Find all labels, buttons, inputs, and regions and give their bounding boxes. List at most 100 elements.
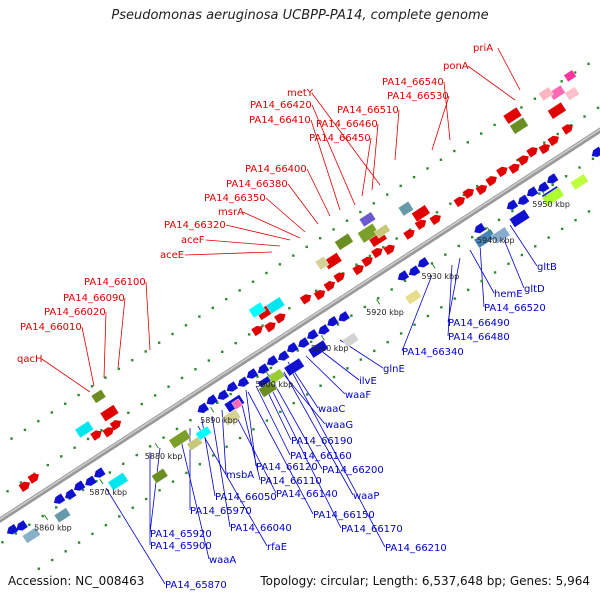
gene-label-red: metY (287, 88, 314, 99)
track-dot (318, 236, 322, 240)
track-dot (336, 323, 340, 326)
track-dot (591, 157, 595, 160)
track-dot (480, 279, 483, 283)
track-dot (278, 263, 282, 266)
track-dot (23, 428, 27, 432)
gene-category-block (267, 368, 285, 385)
track-dot (185, 471, 188, 475)
red-label-connector (103, 311, 107, 379)
track-dot (547, 236, 550, 239)
forward-gene-arrow (462, 188, 474, 199)
track-dot (497, 218, 501, 221)
gene-category-block (374, 223, 391, 239)
forward-gene-arrow (538, 144, 550, 155)
gene-label-red: PA14_66410 (249, 115, 311, 126)
track-dot (86, 437, 90, 441)
scale-tick-label: 5940 kbp (477, 236, 515, 245)
track-dot (449, 202, 452, 205)
reverse-gene-arrow (298, 337, 310, 348)
red-label-connector (81, 326, 95, 387)
track-dot (140, 402, 143, 406)
reverse-gene-arrow (257, 363, 270, 374)
gene-label-red: aceF (181, 235, 205, 246)
gene-category-block (548, 84, 566, 101)
track-dot (256, 375, 259, 378)
track-dot (476, 185, 479, 188)
scale-tick-label: 5920 kbp (366, 308, 404, 317)
track-dot (470, 236, 474, 239)
red-label-connector (306, 168, 331, 217)
gene-label-blue: waaF (345, 390, 371, 401)
track-dot (516, 158, 519, 162)
track-dot (64, 550, 67, 553)
forward-gene-block (547, 101, 567, 120)
gene-label-blue: PA14_65870 (165, 580, 227, 591)
track-dot (50, 411, 53, 414)
track-dot (14, 532, 18, 535)
gene-label-red: PA14_66090 (63, 293, 125, 304)
reverse-gene-arrow (474, 222, 486, 234)
red-label-connector (431, 95, 450, 151)
track-dot (10, 437, 13, 440)
track-dot (386, 193, 389, 196)
track-dot (520, 253, 524, 257)
forward-gene-arrow (517, 155, 529, 166)
forward-gene-arrow (102, 427, 114, 438)
track-dot (1, 541, 4, 544)
gene-label-red: PA14_66320 (164, 220, 226, 231)
track-dot (180, 376, 184, 380)
track-dot (440, 306, 443, 309)
backbone-line (0, 127, 600, 523)
track-dot (194, 368, 197, 371)
track-dot (37, 419, 40, 423)
gene-label-blue: hemE (494, 289, 523, 300)
track-dot (462, 193, 465, 197)
red-label-connector (41, 358, 91, 393)
gene-category-block (404, 289, 422, 305)
track-dot (162, 436, 165, 439)
scale-tick-label: 5870 kbp (89, 488, 127, 497)
reverse-gene-block (508, 209, 531, 228)
gene-label-blue: PA14_66110 (260, 476, 322, 487)
forward-gene-arrow (299, 294, 312, 305)
forward-gene-arrow (109, 420, 122, 431)
track-dot (507, 262, 510, 265)
gene-label-red: PA14_66460 (316, 119, 378, 130)
scale-tick-mark (265, 370, 270, 377)
reverse-gene-arrow (307, 329, 319, 340)
gene-category-block (569, 173, 589, 191)
track-dot (382, 246, 385, 249)
gene-label-blue: waaP (353, 491, 379, 502)
scale-tick-label: 5910 kbp (311, 344, 349, 353)
track-dot (493, 123, 496, 127)
track-dot (560, 227, 564, 231)
track-dot (578, 166, 581, 169)
track-dot (60, 455, 63, 458)
track-dot (319, 384, 322, 387)
track-dot (493, 271, 497, 274)
track-dot (265, 419, 269, 422)
gene-label-blue: PA14_66340 (402, 347, 464, 358)
track-dot (573, 71, 577, 74)
track-dot (265, 271, 268, 275)
red-label-connector (205, 239, 281, 247)
track-dot (314, 289, 318, 293)
gene-category-block (397, 200, 414, 217)
reverse-gene-arrow (197, 402, 209, 413)
gene-label-blue: PA14_66050 (215, 492, 277, 503)
gene-category-block (168, 429, 192, 449)
reverse-gene-arrow (338, 311, 350, 322)
forward-gene-arrow (475, 184, 488, 196)
track-dot (100, 429, 103, 432)
gene-label-red: PA14_66420 (250, 100, 312, 111)
track-dot (127, 411, 130, 415)
gene-category-block (258, 380, 278, 398)
track-dot (296, 349, 299, 352)
gene-label-red: PA14_66010 (20, 322, 82, 333)
forward-gene-arrow (414, 219, 427, 230)
gene-label-blue: PA14_66200 (322, 465, 384, 476)
track-dot (211, 306, 215, 310)
track-dot (279, 410, 282, 414)
track-dot (412, 175, 416, 179)
